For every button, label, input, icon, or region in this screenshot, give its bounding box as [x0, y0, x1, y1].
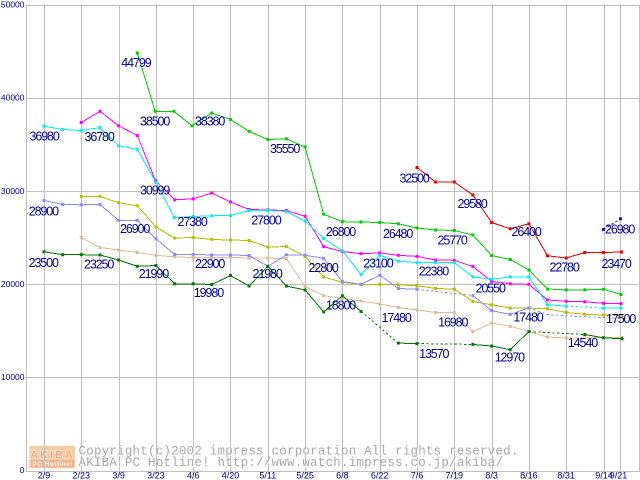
svg-text:36980: 36980 [30, 129, 60, 143]
svg-text:17480: 17480 [513, 311, 543, 325]
svg-text:28900: 28900 [29, 205, 59, 219]
svg-text:50000: 50000 [1, 0, 25, 10]
svg-text:Copyright(c)2002 impress corpo: Copyright(c)2002 impress corporation All… [79, 444, 519, 458]
svg-text:9/21: 9/21 [610, 471, 628, 480]
svg-text:44799: 44799 [121, 56, 151, 70]
svg-text:5/11: 5/11 [259, 471, 276, 480]
svg-text:AKIBA PC Hotline! http://www.: AKIBA PC Hotline! http://www.watch.impre… [79, 456, 504, 470]
svg-text:23470: 23470 [602, 257, 632, 271]
svg-text:10000: 10000 [1, 372, 25, 382]
svg-text:8/31: 8/31 [557, 471, 575, 480]
svg-text:18800: 18800 [326, 299, 356, 313]
svg-text:30000: 30000 [1, 186, 25, 196]
svg-text:4/20: 4/20 [222, 471, 240, 480]
svg-text:26400: 26400 [512, 225, 542, 239]
svg-text:25770: 25770 [438, 233, 468, 247]
svg-text:AKIBA PC Hotline! http://www.: AKIBA PC Hotline! http://www.watch.impre… [80, 457, 505, 471]
svg-text:7/19: 7/19 [446, 471, 464, 480]
svg-text:38500: 38500 [140, 115, 170, 129]
svg-text:9/14: 9/14 [595, 471, 613, 480]
svg-text:16980: 16980 [438, 315, 468, 329]
svg-text:17500: 17500 [606, 312, 636, 326]
svg-text:26800: 26800 [326, 225, 356, 239]
svg-text:38380: 38380 [195, 115, 225, 129]
svg-text:6/8: 6/8 [336, 471, 349, 480]
svg-text:22800: 22800 [309, 261, 339, 275]
svg-text:AKIBA: AKIBA [30, 449, 75, 461]
svg-text:20000: 20000 [1, 279, 25, 289]
svg-text:3/9: 3/9 [112, 471, 125, 480]
svg-text:35550: 35550 [270, 142, 300, 156]
svg-text:Copyright(c)2002 impress corpo: Copyright(c)2002 impress corporation All… [80, 445, 520, 459]
svg-text:17480: 17480 [382, 311, 412, 325]
svg-text:22380: 22380 [419, 265, 449, 279]
svg-text:29580: 29580 [458, 197, 488, 211]
svg-text:6/22: 6/22 [371, 471, 389, 480]
svg-text:27380: 27380 [178, 215, 208, 229]
svg-text:13570: 13570 [419, 347, 449, 361]
svg-text:12970: 12970 [495, 350, 525, 364]
svg-text:23250: 23250 [84, 257, 114, 271]
svg-text:23100: 23100 [363, 256, 393, 270]
svg-text:2/9: 2/9 [38, 471, 51, 480]
svg-text:32500: 32500 [400, 171, 430, 185]
svg-text:22780: 22780 [550, 260, 580, 274]
svg-text:26480: 26480 [383, 227, 413, 241]
svg-text:21980: 21980 [253, 267, 283, 281]
svg-text:40000: 40000 [1, 93, 25, 103]
svg-text:36780: 36780 [85, 130, 115, 144]
svg-text:26980: 26980 [605, 222, 635, 236]
svg-text:27800: 27800 [251, 213, 281, 227]
svg-text:30999: 30999 [140, 183, 170, 197]
svg-text:0: 0 [20, 465, 25, 475]
svg-text:8/3: 8/3 [485, 471, 498, 480]
svg-text:7/6: 7/6 [411, 471, 424, 480]
svg-text:4/6: 4/6 [187, 471, 200, 480]
svg-text:2/23: 2/23 [73, 471, 91, 480]
svg-text:26900: 26900 [120, 222, 150, 236]
svg-text:23500: 23500 [29, 256, 59, 270]
svg-text:14540: 14540 [568, 336, 598, 350]
svg-text:21990: 21990 [139, 267, 169, 281]
svg-text:22900: 22900 [195, 257, 225, 271]
svg-text:5/25: 5/25 [296, 471, 314, 480]
svg-text:PC Hotline!: PC Hotline! [33, 461, 74, 468]
svg-text:19980: 19980 [194, 286, 224, 300]
svg-text:20550: 20550 [476, 282, 506, 296]
svg-text:8/16: 8/16 [520, 471, 538, 480]
svg-text:3/23: 3/23 [147, 471, 165, 480]
